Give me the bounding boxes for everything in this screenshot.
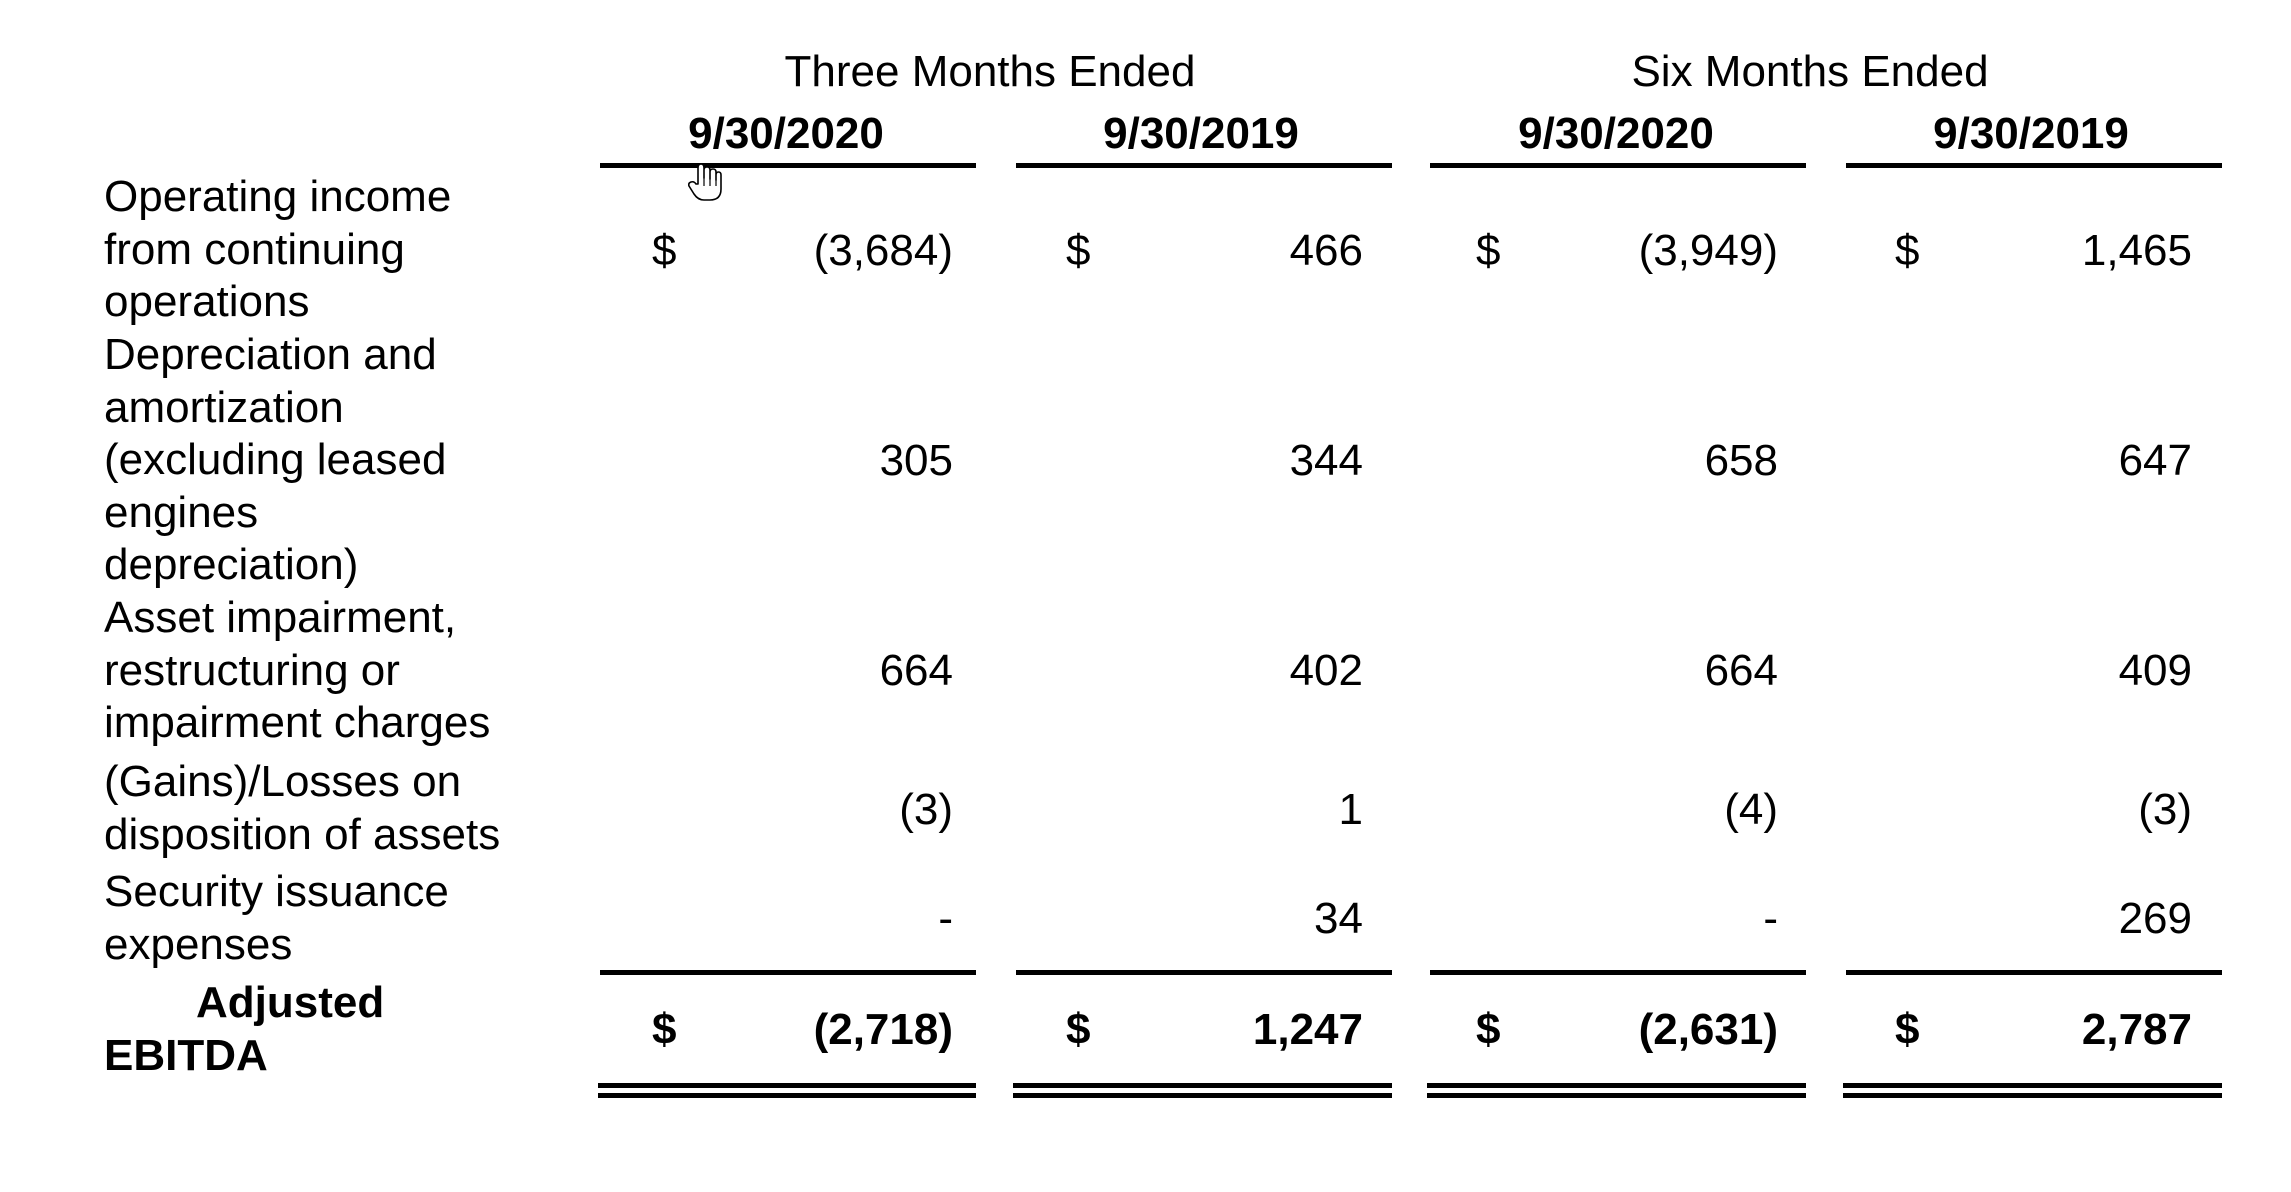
column-header-ytd-2019: 9/30/2019 xyxy=(1933,109,2129,158)
hand-pointer-icon xyxy=(688,163,722,201)
table-cell: 269 xyxy=(2118,894,2192,943)
table-cell: 305 xyxy=(879,436,953,485)
currency-symbol: $ xyxy=(1066,1005,1091,1054)
table-cell: - xyxy=(938,894,953,943)
table-cell: 344 xyxy=(1289,436,1363,485)
table-cell: 664 xyxy=(1704,646,1778,695)
header-underline xyxy=(600,163,976,168)
table-cell: 34 xyxy=(1314,894,1363,943)
table-cell: 1,465 xyxy=(2081,226,2192,275)
header-underline xyxy=(1430,163,1806,168)
table-cell: 466 xyxy=(1289,226,1363,275)
subtotal-rule xyxy=(1430,970,1806,975)
row-label-operating-income: Operating income from continuing operati… xyxy=(104,172,452,326)
total-double-underline xyxy=(598,1083,976,1098)
table-cell: 409 xyxy=(2118,646,2192,695)
currency-symbol: $ xyxy=(652,1005,677,1054)
column-header-q-2019: 9/30/2019 xyxy=(1103,109,1299,158)
total-cell: (2,631) xyxy=(1638,1005,1778,1054)
subtotal-rule xyxy=(1846,970,2222,975)
currency-symbol: $ xyxy=(1895,226,1920,275)
table-cell: - xyxy=(1763,894,1778,943)
total-double-underline xyxy=(1013,1083,1392,1098)
table-cell: 402 xyxy=(1289,646,1363,695)
subtotal-rule xyxy=(600,970,976,975)
total-cell: (2,718) xyxy=(813,1005,953,1054)
header-underline xyxy=(1016,163,1392,168)
subtotal-rule xyxy=(1016,970,1392,975)
total-label-line2: EBITDA xyxy=(104,1031,268,1080)
row-label-depreciation: Depreciation and amortization (excluding… xyxy=(104,330,447,589)
table-cell: (3,684) xyxy=(813,226,953,275)
table-cell: (3) xyxy=(2138,785,2192,834)
total-double-underline xyxy=(1843,1083,2222,1098)
row-label-asset-impairment: Asset impairment, restructuring or impai… xyxy=(104,593,491,747)
row-label-security-issuance: Security issuance expenses xyxy=(104,867,449,969)
group-header-six-months: Six Months Ended xyxy=(1631,47,1989,96)
table-cell: (3) xyxy=(899,785,953,834)
header-underline xyxy=(1846,163,2222,168)
table-cell: (4) xyxy=(1724,785,1778,834)
total-double-underline xyxy=(1427,1083,1806,1098)
table-cell: 647 xyxy=(2118,436,2192,485)
table-cell: 1 xyxy=(1338,785,1363,834)
currency-symbol: $ xyxy=(652,226,677,275)
total-label-line1: Adjusted xyxy=(196,978,385,1027)
column-header-ytd-2020: 9/30/2020 xyxy=(1518,109,1714,158)
group-header-three-months: Three Months Ended xyxy=(784,47,1196,96)
table-cell: (3,949) xyxy=(1638,226,1778,275)
currency-symbol: $ xyxy=(1895,1005,1920,1054)
table-cell: 664 xyxy=(879,646,953,695)
total-cell: 1,247 xyxy=(1252,1005,1363,1054)
currency-symbol: $ xyxy=(1066,226,1091,275)
row-label-gains-losses: (Gains)/Losses on disposition of assets xyxy=(104,757,501,859)
currency-symbol: $ xyxy=(1476,1005,1501,1054)
column-header-q-2020: 9/30/2020 xyxy=(688,109,884,158)
total-cell: 2,787 xyxy=(2081,1005,2192,1054)
table-cell: 658 xyxy=(1704,436,1778,485)
currency-symbol: $ xyxy=(1476,226,1501,275)
